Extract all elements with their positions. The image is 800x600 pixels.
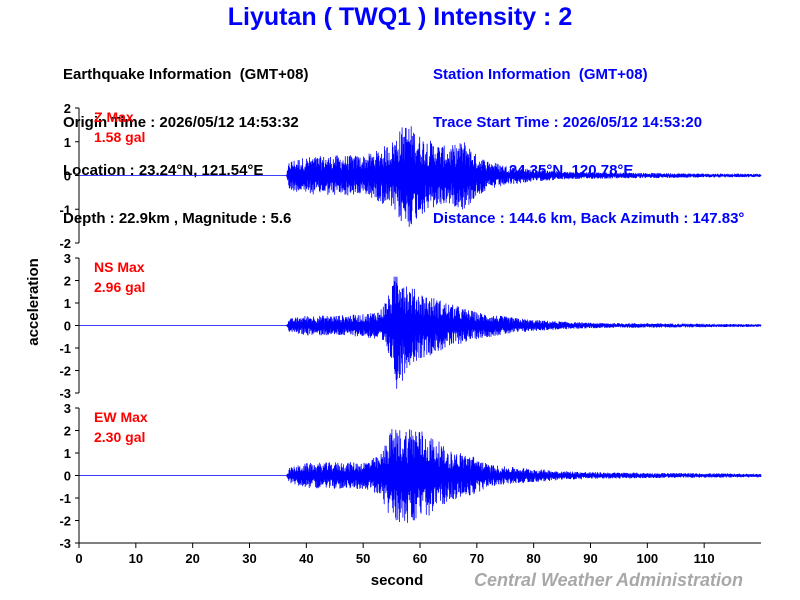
y-tick-label: 0 — [64, 169, 71, 184]
chart-title: Liyutan ( TWQ1 ) Intensity : 2 — [227, 3, 573, 31]
y-tick-label: 2 — [64, 424, 71, 439]
x-tick-label: 30 — [242, 551, 256, 566]
y-axis-label: acceleration — [25, 258, 42, 346]
y-tick-label: 1 — [64, 446, 71, 461]
y-tick-label: 3 — [64, 251, 71, 266]
x-tick-label: 10 — [129, 551, 143, 566]
y-tick-label: 2 — [64, 274, 71, 289]
x-tick-label: 40 — [299, 551, 313, 566]
x-tick-label: 60 — [413, 551, 427, 566]
y-tick-label: 3 — [64, 401, 71, 416]
y-tick-label: -3 — [59, 536, 71, 551]
y-tick-label: 1 — [64, 296, 71, 311]
y-tick-label: 2 — [64, 101, 71, 116]
x-tick-label: 110 — [694, 551, 715, 566]
origin-time: Origin Time : 2026/05/12 14:53:32 — [63, 114, 299, 131]
station-distance: Distance : 144.6 km, Back Azimuth : 147.… — [433, 210, 745, 227]
x-tick-label: 80 — [526, 551, 540, 566]
depth-magnitude: Depth : 22.9km , Magnitude : 5.6 — [63, 210, 292, 227]
y-tick-label: -2 — [59, 364, 71, 379]
trace-ew — [79, 429, 762, 523]
max-label-ew: EW Max — [94, 409, 148, 425]
max-label-z: Z Max — [94, 109, 134, 125]
x-tick-label: 0 — [75, 551, 82, 566]
y-tick-label: -1 — [59, 341, 71, 356]
y-tick-label: -2 — [59, 236, 71, 251]
y-tick-label: -2 — [59, 514, 71, 529]
max-value-ew: 2.30 gal — [94, 429, 145, 445]
max-value-z: 1.58 gal — [94, 129, 145, 145]
x-tick-label: 100 — [636, 551, 658, 566]
trace-z — [79, 126, 762, 227]
y-tick-label: 0 — [64, 469, 71, 484]
y-tick-label: -1 — [59, 202, 71, 217]
max-label-ns: NS Max — [94, 259, 145, 275]
y-tick-label: 0 — [64, 319, 71, 334]
x-axis-label: second — [371, 572, 424, 589]
trace-ns — [79, 276, 762, 389]
station-info-heading: Station Information (GMT+08) — [433, 66, 648, 83]
x-tick-label: 90 — [583, 551, 597, 566]
earthquake-info-heading: Earthquake Information (GMT+08) — [63, 66, 309, 83]
earthquake-info: Earthquake Information (GMT+08) Origin T… — [63, 35, 308, 243]
max-value-ns: 2.96 gal — [94, 279, 145, 295]
y-tick-label: -3 — [59, 386, 71, 401]
y-tick-label: 1 — [64, 135, 71, 150]
agency-credit: Central Weather Administration — [474, 570, 744, 590]
x-tick-label: 50 — [356, 551, 370, 566]
x-tick-label: 70 — [470, 551, 484, 566]
x-tick-label: 20 — [185, 551, 199, 566]
y-tick-label: -1 — [59, 491, 71, 506]
trace-start-time: Trace Start Time : 2026/05/12 14:53:20 — [433, 114, 703, 131]
